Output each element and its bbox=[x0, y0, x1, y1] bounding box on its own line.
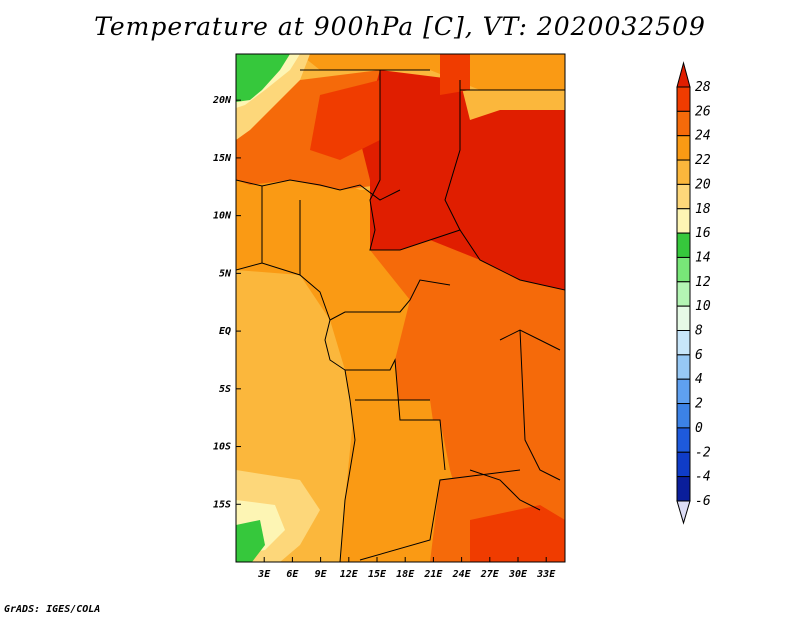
x-tick-label: 24E bbox=[452, 569, 472, 580]
colorbar-bin bbox=[677, 355, 690, 379]
credit-text: GrADS: IGES/COLA bbox=[4, 604, 100, 615]
colorbar-bin bbox=[677, 379, 690, 403]
colorbar-bin bbox=[677, 331, 690, 355]
colorbar-label: 4 bbox=[695, 372, 703, 387]
colorbar-bin bbox=[677, 257, 690, 281]
colorbar-bin bbox=[677, 404, 690, 428]
colorbar-label: -4 bbox=[695, 470, 711, 485]
colorbar-label: 6 bbox=[695, 348, 703, 363]
x-tick-label: 6E bbox=[286, 569, 299, 580]
x-tick-label: 15E bbox=[368, 569, 387, 580]
colorbar-label: 10 bbox=[695, 299, 711, 314]
colorbar-label: -2 bbox=[695, 445, 711, 460]
colorbar-label: 0 bbox=[695, 421, 703, 436]
x-tick-label: 3E bbox=[257, 569, 271, 580]
y-tick-label: 10N bbox=[213, 211, 232, 222]
y-tick-label: 10S bbox=[213, 442, 231, 453]
colorbar-bottom-arrow bbox=[677, 501, 690, 523]
colorbar-bin bbox=[677, 87, 690, 111]
x-tick-label: 18E bbox=[396, 569, 415, 580]
colorbar-label: 26 bbox=[695, 104, 711, 119]
colorbar-bin bbox=[677, 184, 690, 208]
x-tick-label: 9E bbox=[315, 569, 328, 580]
colorbar-bin bbox=[677, 209, 690, 233]
colorbar-bin bbox=[677, 233, 690, 257]
colorbar-bin bbox=[677, 306, 690, 330]
x-tick-label: 21E bbox=[423, 569, 443, 580]
y-tick-label: 15S bbox=[213, 499, 231, 510]
colorbar-label: 24 bbox=[695, 129, 711, 144]
colorbar-bin bbox=[677, 477, 690, 501]
colorbar-bin bbox=[677, 160, 690, 184]
colorbar-label: -6 bbox=[695, 494, 711, 509]
colorbar-label: 14 bbox=[695, 250, 711, 265]
colorbar-label: 18 bbox=[695, 202, 711, 217]
temperature-field bbox=[236, 50, 565, 562]
colorbar-label: 28 bbox=[695, 80, 711, 95]
colorbar-label: 12 bbox=[695, 275, 711, 290]
y-tick-label: EQ bbox=[219, 326, 231, 337]
x-tick-label: 27E bbox=[480, 569, 500, 580]
colorbar-bin bbox=[677, 282, 690, 306]
colorbar-label: 22 bbox=[695, 153, 711, 168]
colorbar-bin bbox=[677, 111, 690, 135]
colorbar-label: 16 bbox=[695, 226, 711, 241]
y-tick-label: 5S bbox=[219, 384, 231, 395]
colorbar-label: 8 bbox=[695, 324, 703, 339]
colorbar-bin bbox=[677, 428, 690, 452]
x-tick-label: 30E bbox=[508, 569, 528, 580]
colorbar-top-arrow bbox=[677, 63, 690, 87]
x-tick-label: 12E bbox=[340, 569, 359, 580]
colorbar-bin bbox=[677, 136, 690, 160]
y-tick-label: 20N bbox=[212, 95, 232, 106]
colorbar-label: 20 bbox=[695, 177, 711, 192]
y-tick-label: 15N bbox=[213, 153, 232, 164]
colorbar-label: 2 bbox=[695, 397, 703, 412]
colorbar-bin bbox=[677, 452, 690, 476]
y-tick-label: 5N bbox=[219, 268, 232, 279]
x-tick-label: 33E bbox=[536, 569, 556, 580]
